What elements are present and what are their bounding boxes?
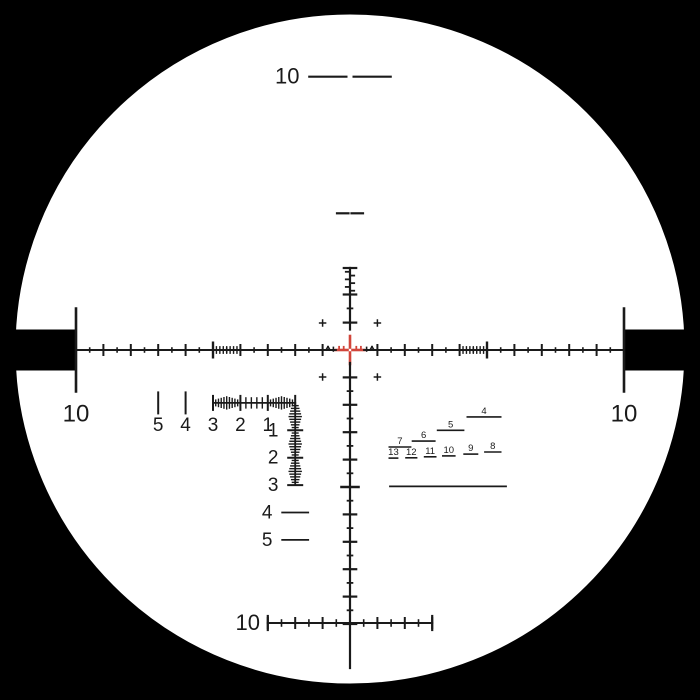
svg-text:4: 4 bbox=[180, 415, 191, 436]
svg-text:3: 3 bbox=[208, 415, 219, 436]
svg-text:11: 11 bbox=[425, 446, 435, 457]
svg-text:8: 8 bbox=[490, 441, 495, 452]
svg-text:10: 10 bbox=[611, 401, 638, 428]
svg-text:1: 1 bbox=[268, 420, 279, 441]
svg-text:9: 9 bbox=[468, 443, 473, 454]
svg-text:13: 13 bbox=[388, 447, 399, 458]
svg-text:5: 5 bbox=[262, 530, 273, 551]
svg-text:2: 2 bbox=[235, 415, 246, 436]
svg-text:10: 10 bbox=[63, 401, 90, 428]
svg-text:12: 12 bbox=[406, 447, 417, 458]
svg-text:10: 10 bbox=[275, 64, 299, 89]
svg-text:5: 5 bbox=[448, 419, 453, 430]
svg-text:4: 4 bbox=[481, 406, 486, 417]
svg-text:3: 3 bbox=[268, 475, 279, 496]
svg-text:5: 5 bbox=[153, 415, 164, 436]
svg-text:6: 6 bbox=[421, 430, 426, 441]
svg-text:7: 7 bbox=[397, 436, 402, 447]
svg-text:4: 4 bbox=[262, 503, 273, 524]
svg-text:10: 10 bbox=[236, 610, 260, 635]
svg-text:2: 2 bbox=[268, 448, 279, 469]
svg-text:10: 10 bbox=[444, 445, 455, 456]
